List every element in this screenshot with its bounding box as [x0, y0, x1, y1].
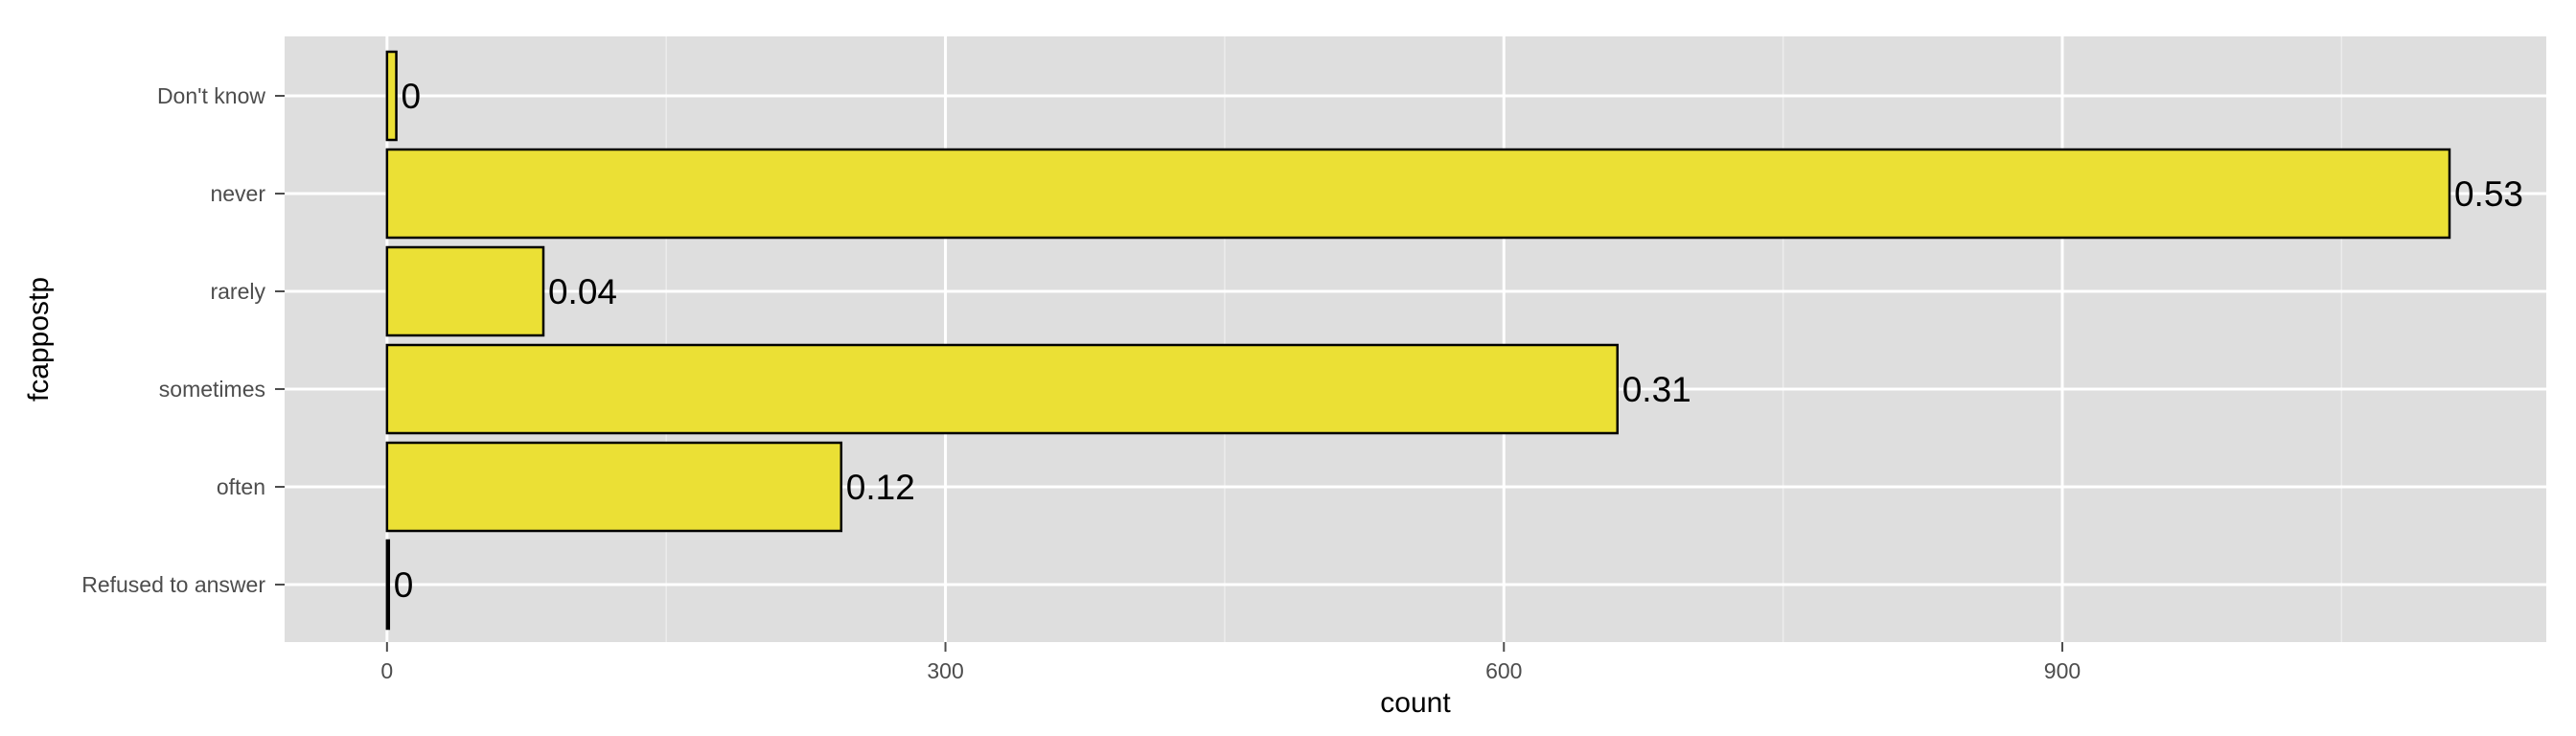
y-tick-label: Don't know [157, 83, 265, 108]
plot-panel [285, 36, 2546, 642]
y-tick-label: sometimes [159, 377, 265, 402]
bar [385, 50, 398, 142]
x-tick-label: 0 [380, 658, 393, 683]
bar [385, 343, 1619, 435]
bars [385, 50, 2451, 631]
y-axis-title: fcappostp [23, 277, 55, 402]
bar-value-label: 0.04 [548, 272, 617, 311]
bar [385, 148, 2451, 240]
bar-value-label: 0.12 [846, 468, 915, 507]
bar-labels: 0 0.53 0.04 0.31 0.12 0 [394, 77, 2523, 605]
y-tick-label: often [217, 474, 265, 499]
x-axis: 0 300 600 900 [380, 642, 2081, 683]
bar-value-label: 0.53 [2454, 174, 2523, 214]
bar-value-label: 0 [394, 565, 414, 605]
x-axis-title: count [1380, 687, 1451, 719]
bar-value-label: 0.31 [1622, 370, 1691, 409]
x-tick-label: 900 [2044, 658, 2081, 683]
x-tick-label: 600 [1485, 658, 1522, 683]
y-axis: Don't know never rarely sometimes often Refus… [81, 83, 285, 597]
bar [385, 539, 391, 631]
bar [385, 441, 843, 533]
y-tick-label: never [210, 181, 265, 206]
bar [385, 245, 545, 337]
x-tick-label: 300 [927, 658, 963, 683]
bar-value-label: 0 [402, 77, 422, 116]
y-tick-label: rarely [210, 279, 265, 304]
y-tick-label: Refused to answer [81, 572, 265, 597]
